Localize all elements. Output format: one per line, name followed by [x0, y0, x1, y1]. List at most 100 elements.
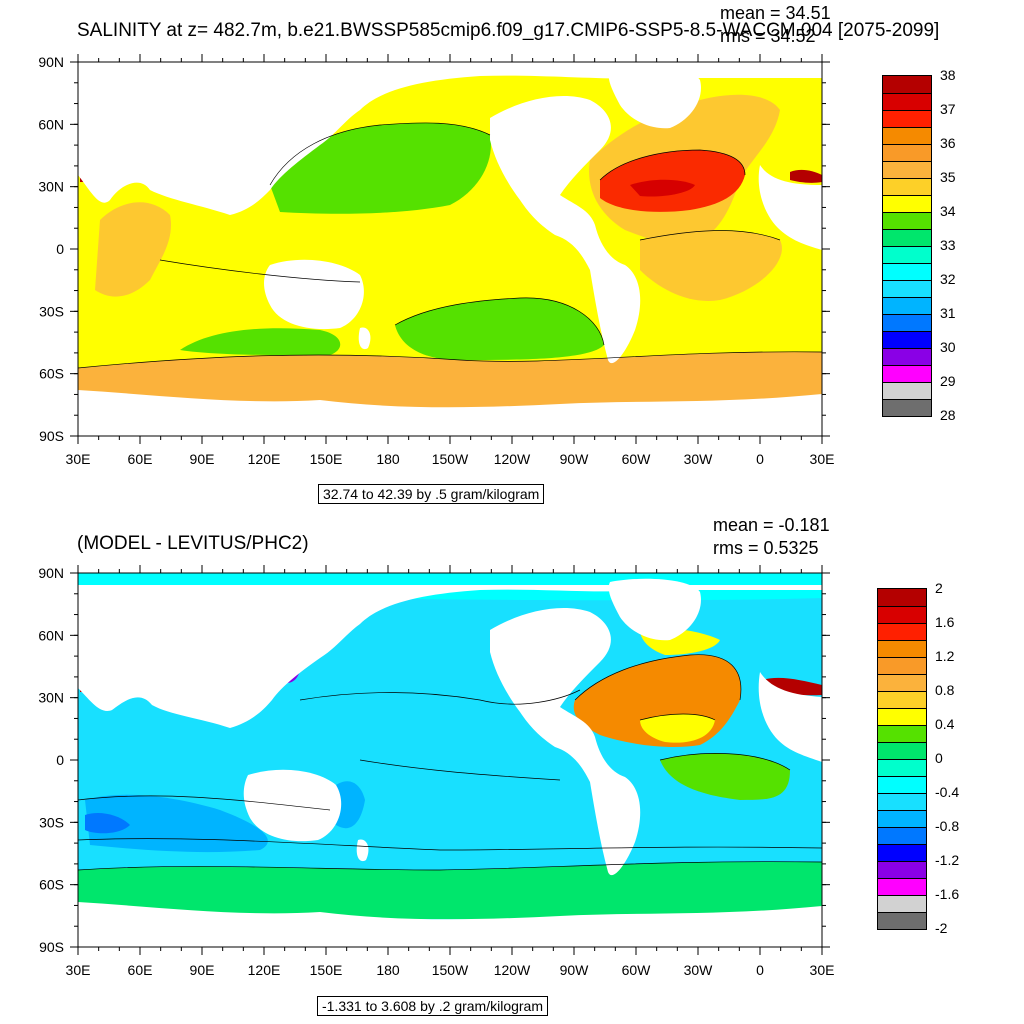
colorbar-swatch [883, 314, 931, 331]
colorbar-swatch [883, 76, 931, 93]
lat-tick-label: 30S [39, 303, 64, 319]
lon-tick-label: 60W [622, 962, 652, 978]
colorbar-swatch [883, 161, 931, 178]
bottom-indian-ocean-blue [85, 794, 268, 853]
colorbar-swatch [883, 178, 931, 195]
lon-tick-label: 180 [376, 451, 400, 467]
colorbar-swatch [878, 776, 926, 793]
bottom-southern-ocean-green [78, 861, 822, 920]
colorbar-swatch [878, 912, 926, 929]
top-south-indian-green [180, 328, 341, 356]
colorbar-label: 1.6 [935, 614, 955, 630]
colorbar-swatch [883, 144, 931, 161]
colorbar-label: -1.2 [935, 852, 960, 868]
lon-tick-label: 30E [66, 962, 91, 978]
colorbar-swatch [878, 861, 926, 878]
bottom-south-atlantic-green [660, 753, 790, 800]
colorbar-label: 34 [940, 203, 956, 219]
colorbar-swatch [878, 708, 926, 725]
colorbar-swatch [878, 725, 926, 742]
lon-tick-label: 120E [248, 451, 281, 467]
bottom-north-atlantic-yellow [640, 714, 715, 743]
lon-tick-label: 60E [128, 451, 153, 467]
colorbar-label: -1.6 [935, 886, 960, 902]
lat-tick-label: 60N [38, 627, 64, 643]
colorbar-swatch [878, 810, 926, 827]
lon-tick-label: 150E [310, 962, 343, 978]
lon-tick-label: 90E [190, 962, 215, 978]
colorbar-swatch [883, 331, 931, 348]
colorbar-swatch [883, 93, 931, 110]
colorbar-label: 37 [940, 101, 956, 117]
lon-tick-label: 0 [756, 451, 764, 467]
colorbar-swatch [878, 759, 926, 776]
colorbar-label: 29 [940, 373, 956, 389]
top-mean: mean = 34.51 [720, 3, 831, 23]
colorbar-swatch [878, 623, 926, 640]
lon-tick-label: 30W [684, 451, 714, 467]
colorbar-label: 31 [940, 305, 956, 321]
bottom-indian-ocean-core [85, 813, 130, 834]
lon-tick-label: 60W [622, 451, 652, 467]
top-rms: rms = 34.52 [720, 26, 816, 46]
colorbar-label: 1.2 [935, 648, 955, 664]
top-indian-ocean-orange [95, 202, 171, 297]
lon-tick-label: 150W [432, 962, 469, 978]
colorbar-label: 2 [935, 580, 943, 596]
top-land-mask [78, 62, 822, 436]
colorbar-swatch [883, 229, 931, 246]
top-contour-lines [78, 122, 822, 369]
lat-tick-label: 90N [38, 565, 64, 581]
top-axis-ticks [70, 54, 830, 444]
top-contour-info: 32.74 to 42.39 by .5 gram/kilogram [318, 484, 545, 504]
bottom-contour-info: -1.331 to 3.608 by .2 gram/kilogram [317, 996, 549, 1016]
colorbar-label: 32 [940, 271, 956, 287]
lat-tick-label: 30N [38, 179, 64, 195]
colorbar-label: 35 [940, 169, 956, 185]
lon-tick-label: 120E [248, 962, 281, 978]
colorbar-swatch [883, 127, 931, 144]
lon-tick-label: 30E [810, 962, 835, 978]
colorbar-label: 30 [940, 339, 956, 355]
colorbar-label: 36 [940, 135, 956, 151]
lon-tick-label: 0 [756, 962, 764, 978]
lon-tick-label: 30E [66, 451, 91, 467]
lat-tick-label: 0 [56, 241, 64, 257]
top-mediterranean [790, 169, 822, 183]
colorbar-swatch [878, 640, 926, 657]
lon-tick-label: 90W [560, 962, 590, 978]
lat-tick-label: 90N [38, 54, 64, 70]
colorbar-swatch [883, 399, 931, 416]
colorbar-label: -0.8 [935, 818, 960, 834]
colorbar-swatch [883, 297, 931, 314]
colorbar-label: -0.4 [935, 784, 960, 800]
colorbar-swatch [883, 382, 931, 399]
lon-tick-label: 180 [376, 962, 400, 978]
colorbar-swatch [878, 827, 926, 844]
lon-tick-label: 60E [128, 962, 153, 978]
bottom-colorbar [877, 588, 927, 930]
top-north-pacific-green [270, 122, 491, 214]
lat-tick-label: 90S [39, 428, 64, 444]
lon-tick-label: 150W [432, 451, 469, 467]
colorbar-swatch [878, 878, 926, 895]
bottom-title: (MODEL - LEVITUS/PHC2) [77, 533, 309, 554]
colorbar-swatch [883, 280, 931, 297]
bottom-land-mask [78, 578, 822, 947]
bottom-contour-lines [78, 654, 822, 871]
colorbar-label: 0 [935, 750, 943, 766]
lon-tick-label: 120W [494, 451, 531, 467]
colorbar-swatch [878, 844, 926, 861]
colorbar-swatch [883, 212, 931, 229]
top-south-pacific-green [395, 297, 604, 360]
lon-tick-label: 150E [310, 451, 343, 467]
lon-tick-label: 30E [810, 451, 835, 467]
colorbar-label: 38 [940, 67, 956, 83]
colorbar-swatch [878, 742, 926, 759]
colorbar-swatch [878, 606, 926, 623]
top-north-atlantic-core [630, 179, 695, 197]
colorbar-swatch [883, 263, 931, 280]
lat-tick-label: 30S [39, 814, 64, 830]
